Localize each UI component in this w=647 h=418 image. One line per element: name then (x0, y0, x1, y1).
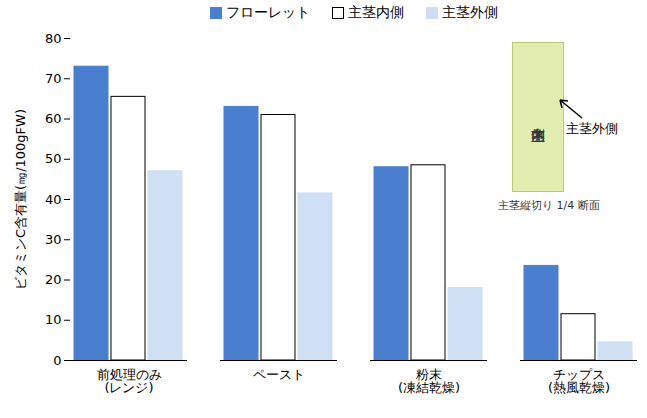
html-text:主茎外側: 主茎外側 (566, 121, 618, 136)
svg-text:10: 10 (45, 312, 62, 327)
svg-text:前処理のみ(レンジ): 前処理のみ(レンジ) (97, 367, 162, 395)
svg-text:ビタミンC含有量(㎎/100gFW): ビタミンC含有量(㎎/100gFW) (13, 109, 28, 290)
svg-text:30: 30 (45, 232, 62, 247)
html-text:フローレット: フローレット (225, 4, 310, 20)
svg-text:0: 0 (53, 353, 61, 368)
html-text:主茎縦切り 1/4 断面: 主茎縦切り 1/4 断面 (498, 199, 600, 212)
svg-text:20: 20 (45, 272, 62, 287)
html-text:主茎内側: 主茎内側 (347, 4, 404, 20)
html-text:主茎外側: 主茎外側 (441, 4, 498, 20)
svg-text:ペースト: ペースト (253, 367, 305, 382)
svg-text:80: 80 (45, 31, 62, 46)
svg-text:粉末(凍結乾燥): 粉末(凍結乾燥) (398, 367, 460, 395)
svg-text:60: 60 (45, 111, 62, 126)
svg-text:50: 50 (45, 151, 62, 166)
svg-text:チップス(熱風乾燥): チップス(熱風乾燥) (548, 367, 610, 395)
svg-text:40: 40 (45, 192, 62, 207)
svg-text:70: 70 (45, 71, 62, 86)
